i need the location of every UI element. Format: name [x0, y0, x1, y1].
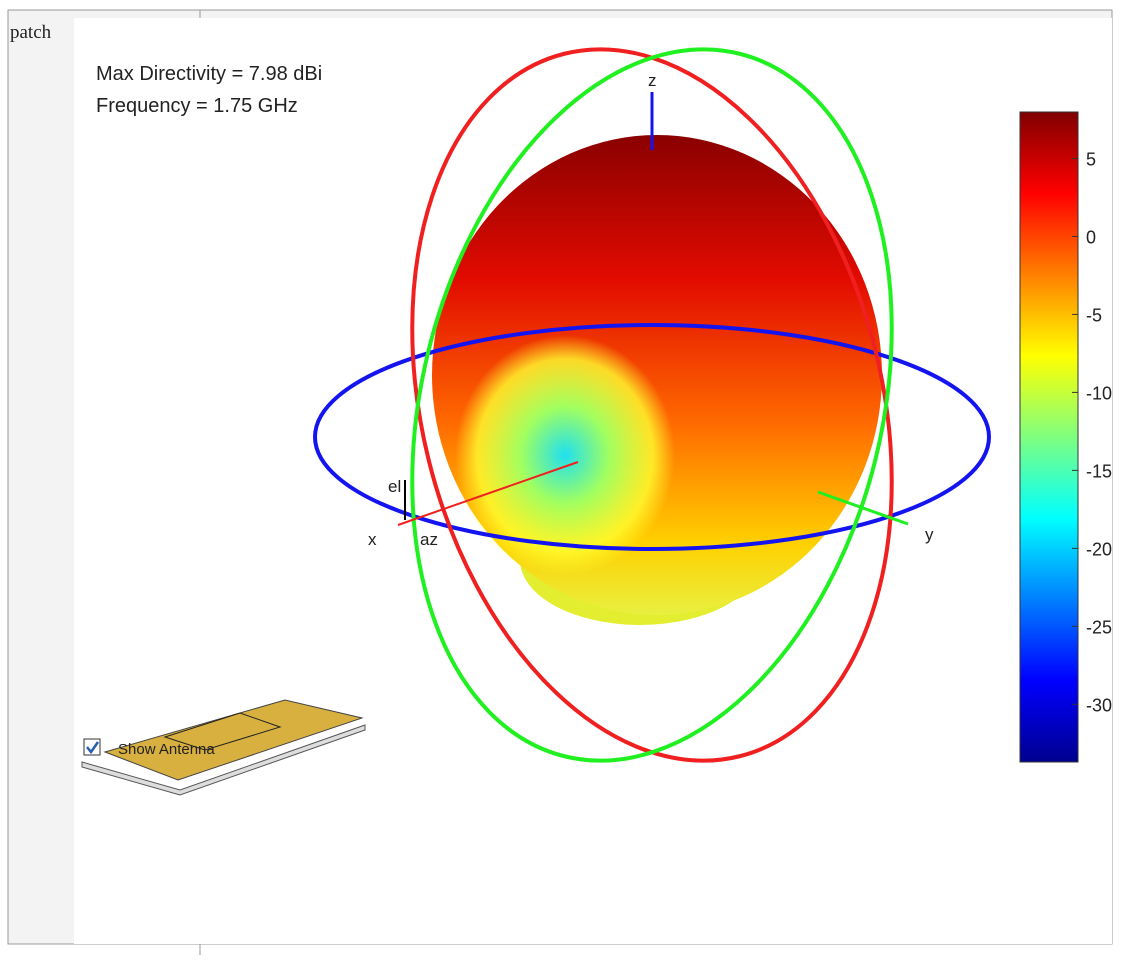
antenna-icon [81, 699, 366, 796]
colorbar-tick-label: -10 [1086, 383, 1112, 403]
colorbar-tick-label: -30 [1086, 695, 1112, 715]
pattern-null [455, 335, 675, 575]
annotation: Frequency = 1.75 GHz [96, 95, 298, 117]
colorbar-tick-label: -20 [1086, 539, 1112, 559]
colorbar-tick-label: 0 [1086, 227, 1096, 247]
colorbar-tick-label: -5 [1086, 305, 1102, 325]
el-ring [410, 47, 894, 763]
axis-label: el [388, 477, 401, 496]
y-axis [817, 490, 909, 526]
annotation: Max Directivity = 7.98 dBi [96, 63, 322, 85]
axis-label: y [925, 525, 934, 544]
checkmark [86, 741, 100, 755]
el-ring [410, 47, 894, 763]
colorbar-tick-label: 5 [1086, 149, 1096, 169]
colorbar [1019, 111, 1079, 763]
checkbox-label[interactable]: Show Antenna [118, 741, 215, 758]
x-axis [397, 461, 579, 526]
axis-label: x [368, 530, 377, 549]
axis-label: az [420, 530, 438, 549]
axis-label: z [648, 71, 657, 90]
colorbar-tick-label: -25 [1086, 617, 1112, 637]
colorbar-tick-label: -15 [1086, 461, 1112, 481]
checkbox[interactable] [83, 738, 101, 756]
window-title: patch [10, 22, 52, 43]
az-ring [313, 323, 991, 551]
